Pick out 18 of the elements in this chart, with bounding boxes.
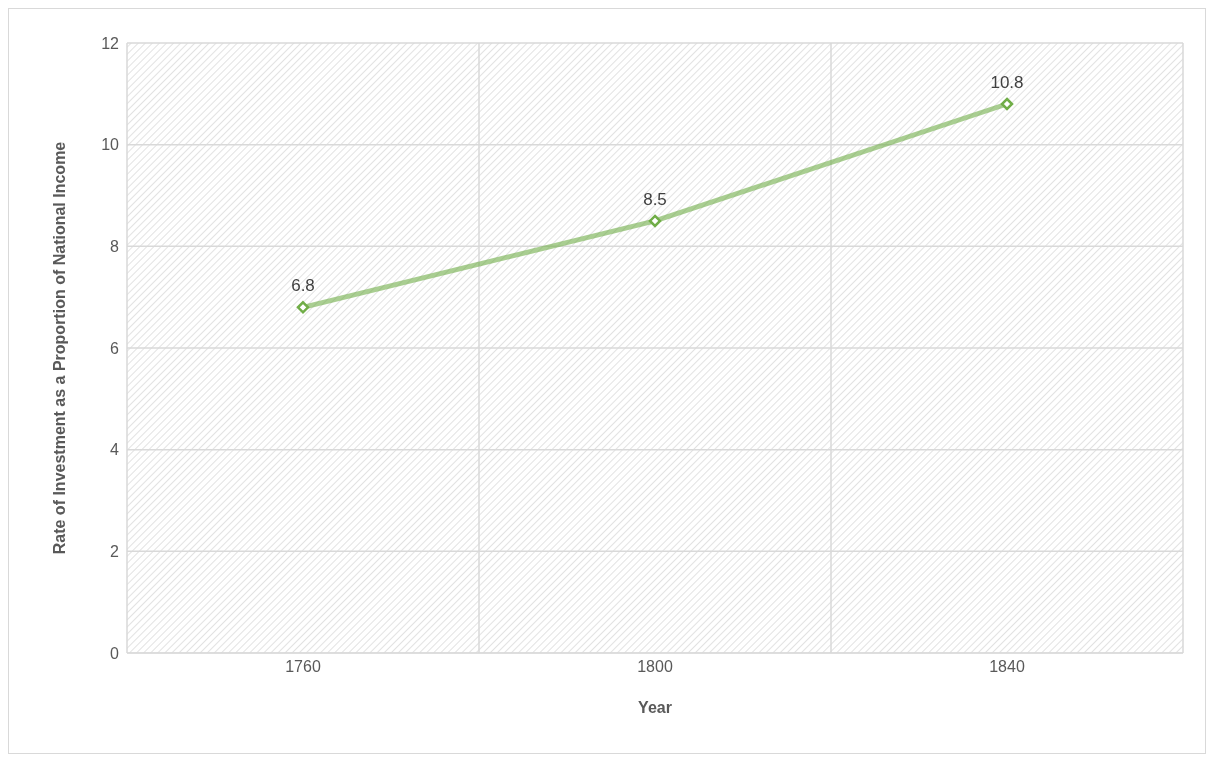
y-tick-label: 10 — [101, 136, 120, 154]
data-label: 6.8 — [291, 276, 315, 296]
y-tick-label: 0 — [110, 644, 120, 662]
point — [648, 214, 662, 228]
x-tick-label: 1760 — [285, 658, 321, 676]
y-tick-label: 6 — [110, 339, 120, 357]
x-tick-label: 1840 — [989, 658, 1025, 676]
point — [296, 301, 310, 314]
y-tick-label: 8 — [110, 238, 120, 256]
x-tick-label: 1800 — [637, 658, 673, 676]
y-tick-label: 2 — [110, 543, 120, 561]
y-tick-label: 4 — [110, 441, 120, 459]
point — [1000, 97, 1014, 111]
y-axis-title: Rate of Investment as a Proportion of National Income — [50, 141, 68, 555]
data-label: 8.5 — [643, 189, 667, 209]
data-label: 10.8 — [990, 73, 1024, 92]
y-tick-label: 12 — [101, 34, 120, 52]
x-axis-title: Year — [638, 699, 672, 716]
